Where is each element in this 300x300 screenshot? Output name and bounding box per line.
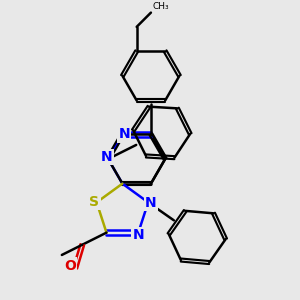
Text: O: O: [64, 259, 76, 273]
Text: CH₃: CH₃: [153, 2, 169, 11]
Text: N: N: [118, 127, 130, 141]
Text: N: N: [133, 228, 144, 242]
Text: N: N: [145, 196, 157, 210]
Text: S: S: [89, 195, 99, 209]
Text: N: N: [100, 150, 112, 164]
